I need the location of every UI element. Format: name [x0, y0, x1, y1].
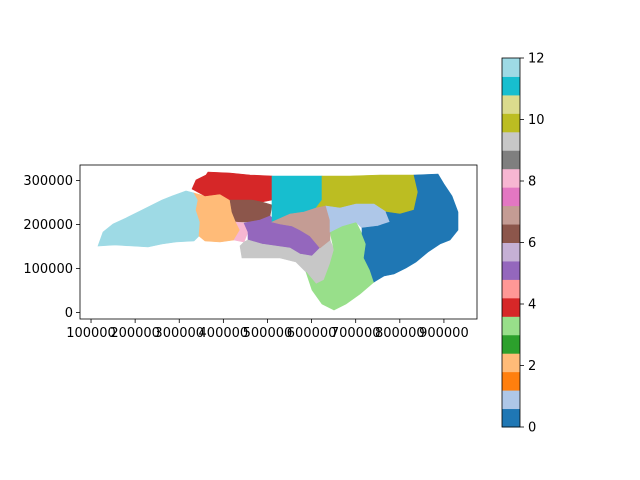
colorbar: 0 2 4 6 8 10 12 — [501, 52, 545, 436]
colorbar-band — [502, 113, 520, 133]
x-tick-label: 400000 — [199, 326, 249, 341]
colorbar-tick-label: 10 — [528, 113, 545, 128]
x-tick-label: 200000 — [110, 326, 160, 341]
y-axis-ticks: 0 100000 200000 300000 — [23, 174, 80, 321]
x-tick-label: 800000 — [375, 326, 425, 341]
colorbar-tick-label: 8 — [528, 175, 536, 190]
x-tick-label: 600000 — [287, 326, 337, 341]
colorbar-band — [502, 334, 520, 354]
x-tick-label: 100000 — [66, 326, 116, 341]
colorbar-band — [502, 150, 520, 170]
x-tick-label: 700000 — [331, 326, 381, 341]
colorbar-band — [502, 205, 520, 225]
colorbar-band — [502, 297, 520, 317]
colorbar-band — [502, 279, 520, 299]
colorbar-tick-label: 6 — [528, 236, 536, 251]
x-tick-label: 900000 — [419, 326, 469, 341]
y-tick-label: 200000 — [23, 218, 73, 233]
districts-layer — [97, 171, 459, 311]
y-tick-label: 100000 — [23, 262, 73, 277]
map-axes-frame — [79, 164, 478, 320]
colorbar-band — [502, 316, 520, 336]
colorbar-band — [502, 58, 520, 77]
colorbar-band — [502, 168, 520, 188]
y-tick-label: 300000 — [23, 174, 73, 189]
colorbar-band — [502, 131, 520, 151]
map-axes: 1000002000003000004000005000006000007000… — [23, 164, 478, 341]
colorbar-band — [502, 242, 520, 262]
x-tick-label: 300000 — [154, 326, 204, 341]
colorbar-band — [502, 353, 520, 373]
colorbar-band — [502, 371, 520, 391]
colorbar-band — [502, 224, 520, 243]
x-axis-ticks: 1000002000003000004000005000006000007000… — [66, 319, 469, 341]
colorbar-tick-label: 12 — [528, 52, 545, 67]
colorbar-band — [502, 94, 520, 114]
colorbar-band — [502, 187, 520, 207]
colorbar-band — [502, 76, 520, 96]
colorbar-tick-label: 2 — [528, 359, 536, 374]
colorbar-tick-label: 0 — [528, 421, 536, 436]
colorbar-tick-label: 4 — [528, 298, 536, 313]
y-tick-label: 0 — [65, 306, 73, 321]
colorbar-ticks: 0 2 4 6 8 10 12 — [520, 52, 545, 436]
colorbar-band — [502, 390, 520, 410]
x-tick-label: 500000 — [243, 326, 293, 341]
district-13-region — [361, 173, 459, 283]
colorbar-band — [502, 408, 520, 428]
colorbar-bands — [502, 58, 520, 428]
district-11-region — [271, 205, 331, 249]
colorbar-band — [502, 260, 520, 280]
